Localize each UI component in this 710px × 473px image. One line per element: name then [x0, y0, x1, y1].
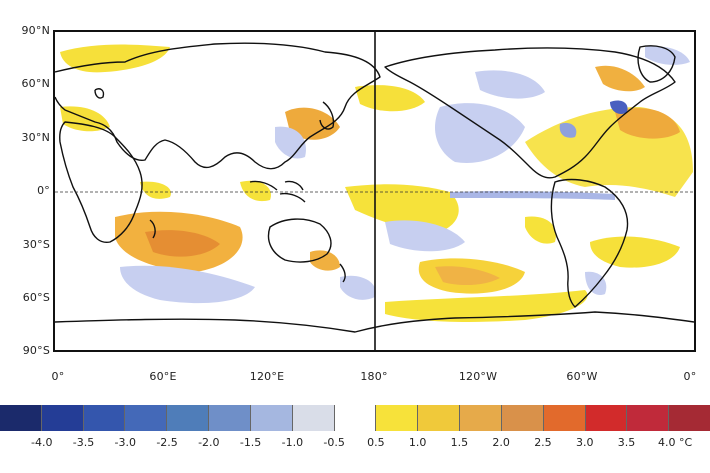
- cool-anomaly-arctic: [645, 46, 690, 65]
- cool-anomaly-south-america-east: [585, 271, 607, 296]
- lon-label-60e: 60°E: [149, 370, 177, 383]
- lat-label-90s: 90°S: [22, 344, 50, 357]
- lon-label-180: 180°: [360, 370, 388, 383]
- colorbar-cell: [83, 405, 126, 431]
- coast-new-zealand: [339, 263, 346, 283]
- warm-anomaly-arctic-europe: [60, 44, 170, 73]
- coast-japan: [319, 101, 335, 130]
- colorbar-labels: -4.0 -3.5 -3.0 -2.5 -2.0 -1.5 -1.0 -0.5 0.5 1.0 1.…: [0, 436, 710, 454]
- cool-anomaly-southern-pacific: [340, 275, 376, 300]
- warm-anomaly-northwest-pacific: [285, 107, 340, 140]
- lat-label-30n: 30°N: [21, 131, 50, 144]
- lon-label-120w: 120°W: [458, 370, 498, 383]
- lon-label-120e: 120°E: [249, 370, 285, 383]
- colorbar-label: -3.5: [72, 436, 95, 449]
- cool-anomaly-northwest-atlantic: [559, 122, 577, 138]
- map-panel: [53, 30, 696, 352]
- cool-anomaly-equator-line: [450, 191, 615, 200]
- coast-antarctica: [55, 311, 694, 333]
- colorbar-cell: [292, 405, 335, 431]
- coast-north-america: [384, 47, 676, 179]
- lat-label-0: 0°: [37, 184, 50, 197]
- warm-anomaly-south-atlantic: [590, 236, 680, 268]
- warm-anomaly-southern-ocean: [385, 290, 588, 322]
- colorbar-cell: [585, 405, 628, 431]
- lat-label-90n: 90°N: [21, 24, 50, 37]
- coast-africa: [59, 121, 143, 244]
- warm-anomalies: [60, 44, 693, 322]
- coast-uk: [94, 88, 105, 99]
- colorbar-cell: [627, 405, 670, 431]
- cool-anomaly-south-pacific-west: [385, 220, 465, 252]
- colorbar: [0, 405, 710, 431]
- colorbar-label: 2.5: [534, 436, 552, 449]
- colorbar-cell: [125, 405, 168, 431]
- warm-anomaly-west-africa: [60, 106, 110, 132]
- lon-label-60w: 60°W: [566, 370, 598, 383]
- coast-madagascar: [149, 219, 156, 239]
- warm-anomaly-labrador: [595, 65, 645, 92]
- colorbar-label: 1.5: [450, 436, 469, 449]
- warm-anomaly-east-pacific: [525, 216, 556, 244]
- colorbar-cell: [0, 405, 42, 431]
- warm-anomaly-maritime: [240, 180, 271, 202]
- colorbar-cell: [669, 405, 710, 431]
- colorbar-cell: [501, 405, 544, 431]
- colorbar-cell: [167, 405, 210, 431]
- coast-australia: [267, 218, 332, 263]
- warm-anomaly-south-indian-core: [145, 230, 220, 257]
- cool-anomaly-western-pacific: [275, 126, 306, 159]
- cool-anomalies: [120, 46, 690, 304]
- colorbar-label: 0.5: [367, 436, 385, 449]
- anomaly-map: [55, 32, 694, 350]
- warm-anomaly-south-pacific-core: [435, 266, 500, 286]
- colorbar-label: 4.0 °C: [657, 436, 693, 449]
- colorbar-cell: [376, 405, 419, 431]
- lon-label-0-east: 0°: [683, 370, 697, 383]
- warm-anomaly-indian-north: [140, 181, 171, 199]
- colorbar-label: -1.5: [239, 436, 262, 449]
- colorbar-cell: [543, 405, 586, 431]
- lat-label-60n: 60°N: [21, 77, 50, 90]
- lat-label-60s: 60°S: [22, 291, 50, 304]
- warm-anomaly-tasman: [310, 250, 340, 271]
- colorbar-label: 3.0: [575, 436, 594, 449]
- colorbar-cell: [334, 405, 377, 431]
- colorbar-label: -4.0: [31, 436, 53, 449]
- coast-indonesia: [249, 180, 306, 203]
- colorbar-label: 2.0: [492, 436, 510, 449]
- colorbar-cell: [41, 405, 84, 431]
- lon-label-0: 0°: [51, 370, 65, 383]
- cool-anomaly-central-pacific: [435, 103, 525, 163]
- lat-label-30s: 30°S: [22, 238, 50, 251]
- colorbar-label: 3.5: [617, 436, 636, 449]
- coastlines: [55, 42, 694, 333]
- coast-greenland: [637, 45, 676, 83]
- cool-anomaly-gulf-stream: [610, 100, 628, 114]
- warm-anomaly-equatorial-pacific: [345, 184, 459, 232]
- colorbar-cell: [460, 405, 502, 431]
- coast-south-america: [550, 178, 629, 308]
- cool-anomaly-southern-indian: [120, 265, 255, 304]
- cool-anomaly-north-pacific-east: [475, 70, 545, 99]
- colorbar-cell: [250, 405, 293, 431]
- warm-anomaly-north-atlantic-core: [615, 108, 680, 139]
- colorbar-cell: [209, 405, 251, 431]
- colorbar-cell: [418, 405, 461, 431]
- colorbar-label: -2.5: [156, 436, 178, 449]
- colorbar-label: -1.0: [281, 436, 304, 449]
- warm-anomaly-north-pacific: [355, 85, 425, 112]
- colorbar-label: -0.5: [323, 436, 345, 449]
- colorbar-label: -2.0: [198, 436, 220, 449]
- colorbar-label: -3.0: [114, 436, 137, 449]
- colorbar-label: 1.0: [408, 436, 427, 449]
